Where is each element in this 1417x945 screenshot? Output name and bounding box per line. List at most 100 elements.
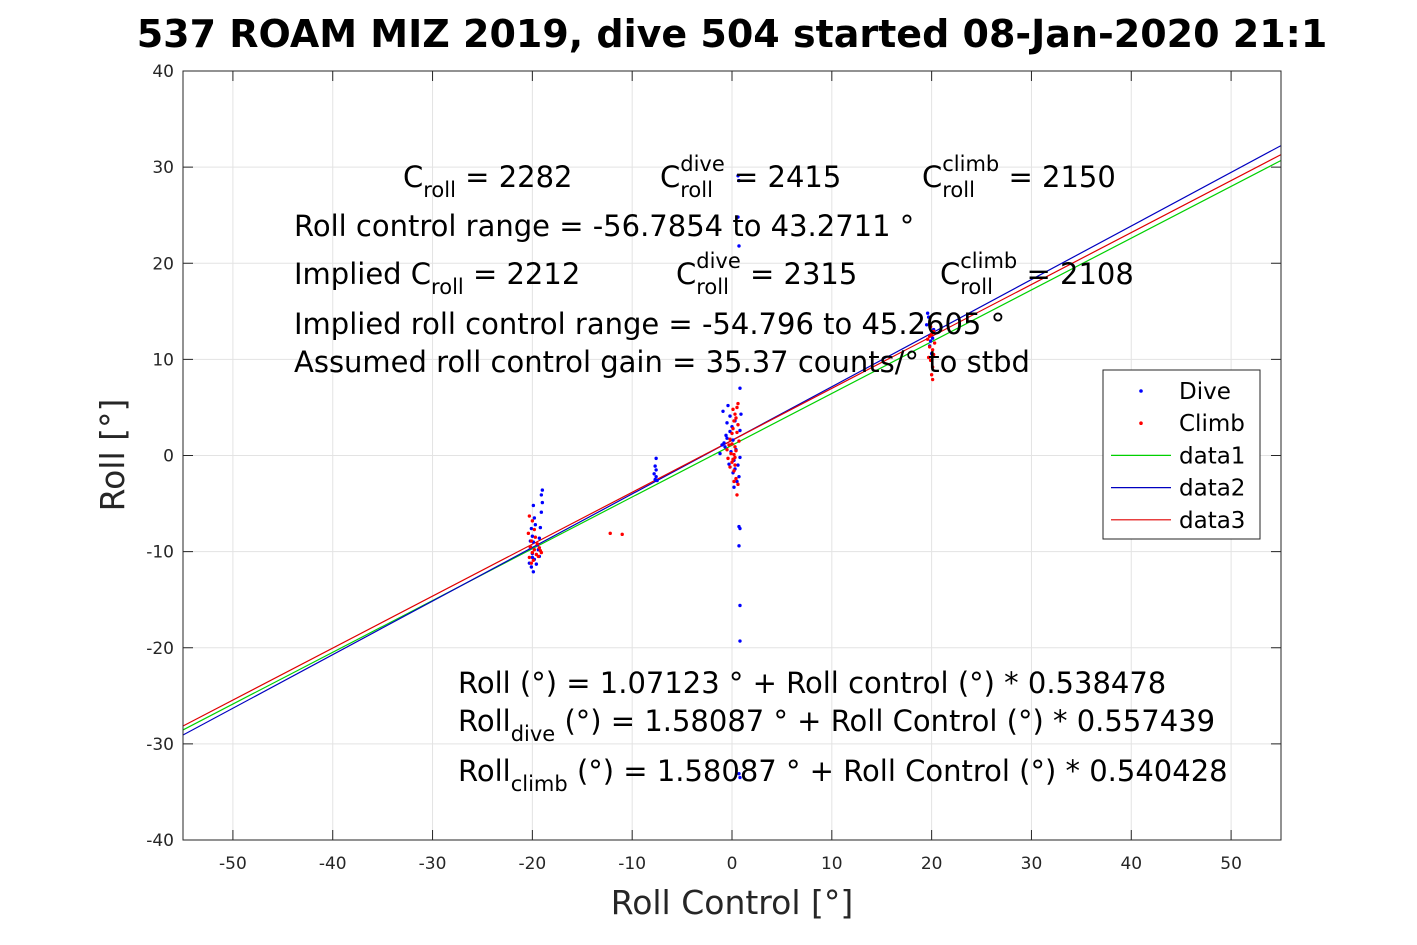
point-dive bbox=[721, 409, 725, 413]
point-climb bbox=[930, 348, 935, 352]
point-dive bbox=[653, 464, 657, 468]
x-tick-label: 10 bbox=[821, 854, 843, 874]
point-dive bbox=[652, 472, 656, 476]
legend-marker-dive bbox=[1139, 389, 1143, 393]
annotations: Croll = 2282 Cdive roll = 2415 Cclimb roll =… bbox=[294, 152, 1228, 796]
x-tick-label: 50 bbox=[1220, 854, 1242, 874]
point-climb bbox=[729, 451, 733, 456]
point-dive bbox=[654, 474, 658, 479]
point-climb bbox=[728, 465, 732, 469]
y-tick-label: 10 bbox=[152, 350, 174, 370]
point-dive bbox=[737, 771, 741, 776]
legend: Dive Climb data1 data2 data3 bbox=[1102, 369, 1261, 540]
point-climb bbox=[926, 355, 931, 360]
point-dive bbox=[538, 525, 543, 530]
point-dive bbox=[534, 562, 539, 566]
annotation-a8: Implied roll control range = -54.796 to … bbox=[294, 307, 1005, 341]
y-tick-label: -40 bbox=[146, 831, 174, 851]
point-climb bbox=[531, 558, 536, 562]
legend-label: data3 bbox=[1179, 508, 1245, 534]
point-dive bbox=[737, 244, 741, 248]
point-climb bbox=[538, 548, 543, 553]
y-tick-label: 40 bbox=[152, 62, 174, 82]
point-climb bbox=[528, 545, 533, 549]
point-dive bbox=[720, 443, 724, 447]
point-climb bbox=[731, 426, 735, 431]
legend-label: Climb bbox=[1179, 411, 1245, 437]
point-dive bbox=[533, 523, 538, 527]
point-climb bbox=[732, 479, 736, 484]
point-dive bbox=[739, 412, 743, 416]
point-climb bbox=[529, 539, 534, 543]
point-climb bbox=[733, 412, 737, 416]
point-climb bbox=[736, 423, 740, 427]
point-climb bbox=[732, 419, 736, 423]
point-dive bbox=[926, 315, 931, 319]
point-dive bbox=[737, 474, 741, 479]
point-dive bbox=[654, 468, 658, 472]
point-climb bbox=[731, 407, 735, 412]
point-dive bbox=[529, 565, 534, 569]
point-climb bbox=[734, 476, 738, 481]
point-dive bbox=[531, 503, 536, 508]
point-climb bbox=[532, 527, 537, 532]
point-climb bbox=[929, 373, 934, 377]
y-tick-label: 30 bbox=[152, 158, 174, 178]
y-tick-label: -20 bbox=[146, 639, 174, 659]
point-climb bbox=[737, 439, 741, 443]
point-climb bbox=[927, 345, 932, 349]
annotation-a5: Implied Croll = 2212 bbox=[294, 257, 580, 299]
point-climb bbox=[735, 430, 739, 435]
point-dive bbox=[925, 311, 930, 315]
legend-box bbox=[1102, 369, 1261, 540]
point-climb bbox=[533, 535, 538, 539]
point-dive bbox=[725, 421, 729, 425]
annotation-a4: Roll control range = -56.7854 to 43.2711… bbox=[294, 209, 914, 243]
point-dive bbox=[654, 456, 658, 461]
point-climb bbox=[736, 482, 740, 487]
point-climb bbox=[931, 352, 936, 357]
point-dive bbox=[738, 603, 742, 608]
point-dive bbox=[738, 428, 742, 433]
annotation-a10: Roll (°) = 1.07123 ° + Roll control (°) … bbox=[458, 666, 1166, 700]
point-climb bbox=[526, 531, 531, 536]
annotation-a9: Assumed roll control gain = 35.37 counts… bbox=[294, 345, 1030, 379]
point-climb bbox=[536, 554, 541, 559]
point-dive bbox=[738, 455, 742, 460]
point-dive bbox=[738, 526, 742, 531]
x-tick-label: 30 bbox=[1021, 854, 1043, 874]
point-dive bbox=[726, 403, 730, 408]
point-climb bbox=[735, 493, 739, 497]
point-dive bbox=[732, 485, 736, 489]
point-climb bbox=[925, 337, 930, 341]
point-climb bbox=[728, 437, 732, 441]
annotation-a6: Cdive roll = 2315 bbox=[676, 249, 857, 299]
point-dive bbox=[723, 445, 727, 449]
y-tick-label: 20 bbox=[152, 254, 174, 274]
axis-ticks: -50 -40 -30 -20 -10 0 10 20 30 40 50 -40 -30 -20 -10 0 1… bbox=[146, 62, 1281, 874]
point-dive bbox=[736, 463, 740, 467]
point-dive bbox=[724, 433, 728, 438]
point-climb bbox=[732, 469, 736, 473]
chart-title: 537 ROAM MIZ 2019, dive 504 started 08-J… bbox=[137, 12, 1328, 56]
point-climb bbox=[732, 452, 736, 457]
point-climb bbox=[730, 431, 734, 436]
point-dive bbox=[718, 451, 722, 456]
point-dive bbox=[530, 555, 535, 560]
point-climb bbox=[930, 377, 935, 382]
y-tick-label: -10 bbox=[146, 543, 174, 563]
point-dive bbox=[736, 215, 740, 219]
point-dive bbox=[735, 479, 739, 484]
x-tick-label: 40 bbox=[1120, 854, 1142, 874]
point-dive bbox=[738, 775, 742, 780]
point-climb bbox=[527, 514, 532, 518]
point-climb bbox=[527, 555, 532, 560]
legend-label: Dive bbox=[1179, 379, 1231, 405]
point-climb bbox=[932, 341, 937, 345]
annotation-a11: Rolldive (°) = 1.58087 ° + Roll Control … bbox=[458, 704, 1215, 746]
point-dive bbox=[539, 493, 544, 497]
annotation-a2: Cdive roll = 2415 bbox=[660, 152, 841, 202]
point-dive bbox=[540, 500, 545, 505]
x-tick-label: -20 bbox=[518, 854, 546, 874]
point-dive bbox=[725, 436, 729, 440]
